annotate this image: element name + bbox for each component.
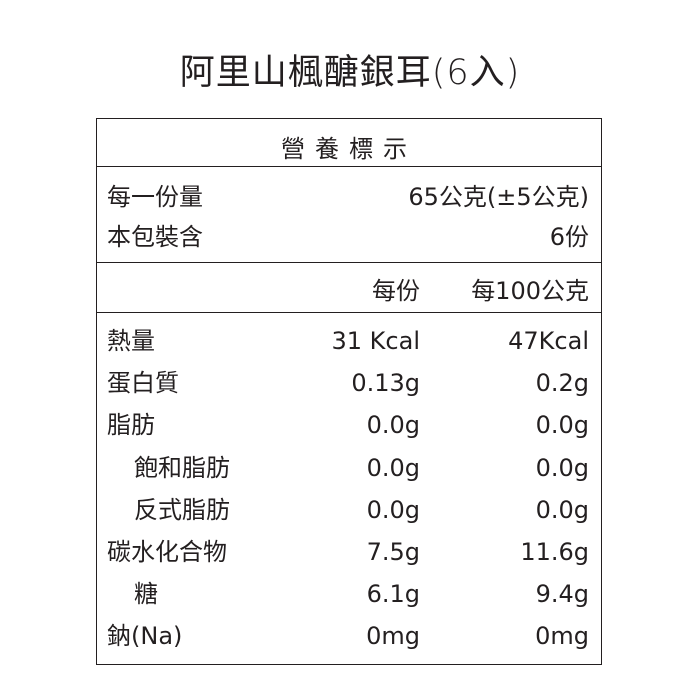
nutrient-per-serving: 31 Kcal: [331, 327, 420, 355]
servings-value: 6份: [549, 223, 589, 251]
nutrient-row: 熱量 31 Kcal 47Kcal: [97, 324, 601, 358]
servings-row: 本包裝含 6份: [97, 220, 601, 254]
nutrient-per-100g: 9.4g: [535, 580, 589, 609]
col-per-serving: 每份: [372, 277, 420, 305]
nutrient-name: 蛋白質: [107, 369, 179, 398]
nutrient-name: 反式脂肪: [134, 495, 230, 524]
divider: [97, 166, 601, 167]
nutrient-per-100g: 0.0g: [535, 495, 589, 524]
nutrient-name: 飽和脂肪: [134, 453, 230, 482]
nutrient-per-serving: 6.1g: [366, 580, 420, 609]
nutrient-per-100g: 0.0g: [535, 453, 589, 482]
nutrient-row: 碳水化合物 7.5g 11.6g: [97, 535, 601, 569]
nutrient-row: 飽和脂肪 0.0g 0.0g: [97, 451, 601, 485]
nutrient-per-100g: 0.0g: [535, 411, 589, 440]
nutrient-per-100g: 47Kcal: [508, 327, 589, 355]
serving-size-row: 每一份量 65公克(±5公克): [97, 180, 601, 214]
nutrient-per-serving: 0.13g: [351, 369, 420, 398]
nutrient-name: 糖: [134, 580, 158, 609]
nutrient-per-serving: 0.0g: [366, 453, 420, 482]
serving-size-value: 65公克(±5公克): [408, 183, 589, 211]
nutrient-per-serving: 0mg: [366, 622, 420, 651]
nutrient-per-serving: 7.5g: [366, 538, 420, 566]
nutrient-row: 糖 6.1g 9.4g: [97, 577, 601, 611]
nutrient-name: 脂肪: [107, 411, 155, 440]
nutrient-per-100g: 11.6g: [520, 538, 589, 566]
nutrient-row: 脂肪 0.0g 0.0g: [97, 408, 601, 442]
divider: [97, 262, 601, 263]
nutrient-name: 碳水化合物: [107, 538, 227, 566]
nutrient-name: 熱量: [107, 327, 155, 355]
servings-label: 本包裝含: [107, 223, 203, 251]
divider: [97, 312, 601, 313]
col-per-100g: 每100公克: [471, 277, 589, 305]
nutrient-per-100g: 0mg: [535, 622, 589, 651]
nutrient-row: 反式脂肪 0.0g 0.0g: [97, 493, 601, 527]
nutrient-per-serving: 0.0g: [366, 495, 420, 524]
product-title: 阿里山楓醣銀耳(6入): [179, 53, 521, 93]
serving-size-label: 每一份量: [107, 183, 203, 211]
column-header-row: 每份 每100公克: [97, 274, 601, 308]
label-heading: 營養標示: [281, 135, 417, 163]
nutrient-row: 鈉(Na) 0mg 0mg: [97, 619, 601, 653]
nutrition-label: 營養標示 每一份量 65公克(±5公克) 本包裝含 6份 每份 每100公克 熱…: [96, 118, 602, 665]
nutrient-per-100g: 0.2g: [535, 369, 589, 398]
nutrient-per-serving: 0.0g: [366, 411, 420, 440]
nutrient-name: 鈉(Na): [107, 622, 183, 651]
nutrient-row: 蛋白質 0.13g 0.2g: [97, 366, 601, 400]
